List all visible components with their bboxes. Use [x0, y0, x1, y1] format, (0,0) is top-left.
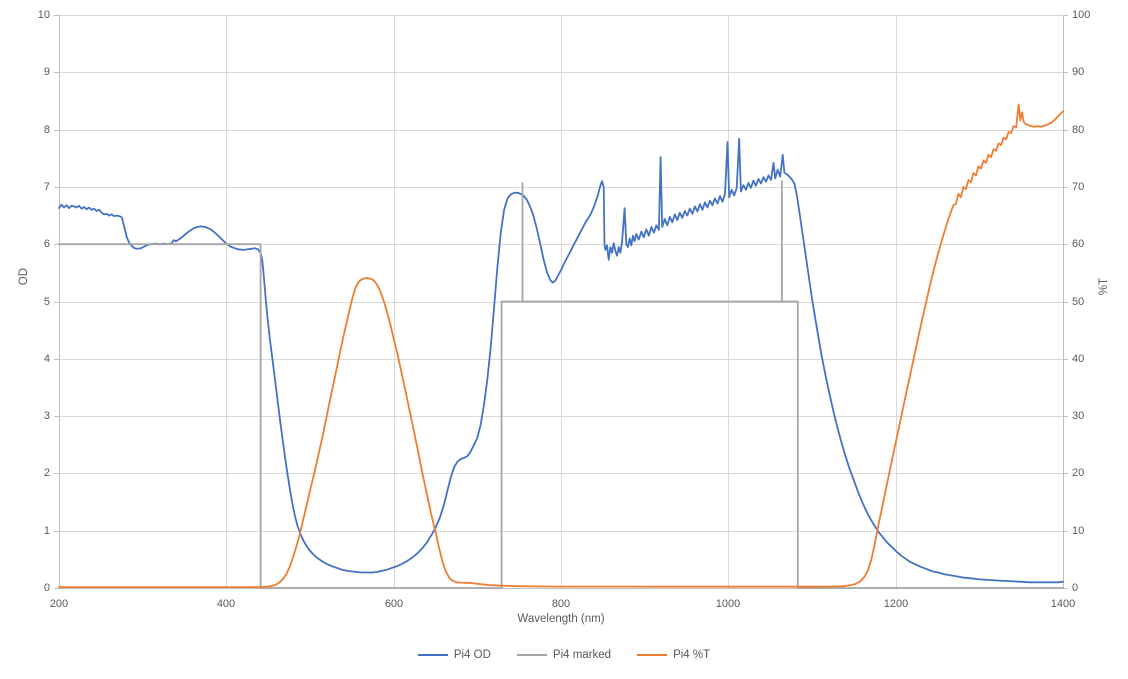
left-y-tick-label: 9	[43, 66, 50, 78]
right-y-tick-label: 30	[1072, 410, 1085, 422]
left-y-tick-label: 10	[37, 9, 50, 21]
left-y-tick-label: 5	[43, 296, 50, 308]
legend-item-pi4-marked[interactable]: Pi4 marked	[516, 649, 612, 661]
left-y-tick-label: 7	[43, 181, 50, 193]
x-tick-label: 800	[551, 598, 571, 610]
legend-item-pi4-pct-t[interactable]: Pi4 %T	[637, 649, 710, 661]
x-tick-label: 400	[216, 598, 236, 610]
legend-label-pi4-od: Pi4 OD	[453, 649, 491, 661]
x-tick-label: 600	[384, 598, 404, 610]
legend-label-pi4-marked: Pi4 marked	[552, 649, 612, 661]
left-axis-title: OD	[18, 268, 30, 286]
right-y-tick-label: 60	[1072, 238, 1085, 250]
legend-swatch-pi4-od	[417, 654, 448, 656]
legend-label-pi4-pct-t: Pi4 %T	[673, 649, 711, 661]
x-tick-label: 1000	[715, 598, 741, 610]
right-y-tick-label: 20	[1072, 467, 1085, 479]
left-y-tick-label: 0	[43, 582, 50, 594]
right-y-tick-label: 70	[1072, 181, 1085, 193]
right-y-tick-label: 0	[1072, 582, 1079, 594]
left-y-tick-label: 6	[43, 238, 50, 250]
right-axis-title: %T	[1098, 278, 1110, 296]
series-line-pi4-od[interactable]	[58, 137, 1064, 584]
right-y-tick-label: 80	[1072, 124, 1085, 136]
x-tick-label: 1200	[883, 598, 909, 610]
series-line-pi4-t[interactable]	[58, 103, 1064, 588]
left-y-tick-label: 8	[43, 124, 50, 136]
legend-swatch-pi4-marked	[516, 654, 547, 656]
left-y-tick-label: 2	[43, 467, 50, 479]
series-line-pi4-marked[interactable]	[58, 180, 1064, 589]
right-y-tick-label: 50	[1072, 296, 1085, 308]
left-y-tick-label: 4	[43, 353, 50, 365]
left-y-tick-label: 1	[43, 525, 50, 537]
x-axis-title: Wavelength (nm)	[517, 613, 605, 625]
right-y-tick-label: 40	[1072, 353, 1085, 365]
right-y-tick-label: 10	[1072, 525, 1085, 537]
x-tick-label: 200	[49, 598, 69, 610]
right-y-tick-label: 90	[1072, 66, 1085, 78]
legend-swatch-pi4-pct-t	[637, 654, 668, 656]
right-y-tick-label: 100	[1072, 9, 1091, 21]
legend-item-pi4-od[interactable]: Pi4 OD	[417, 649, 491, 661]
chart-legend: Pi4 OD Pi4 marked Pi4 %T	[0, 649, 1128, 661]
left-y-tick-label: 3	[43, 410, 50, 422]
x-tick-label: 1400	[1050, 598, 1076, 610]
